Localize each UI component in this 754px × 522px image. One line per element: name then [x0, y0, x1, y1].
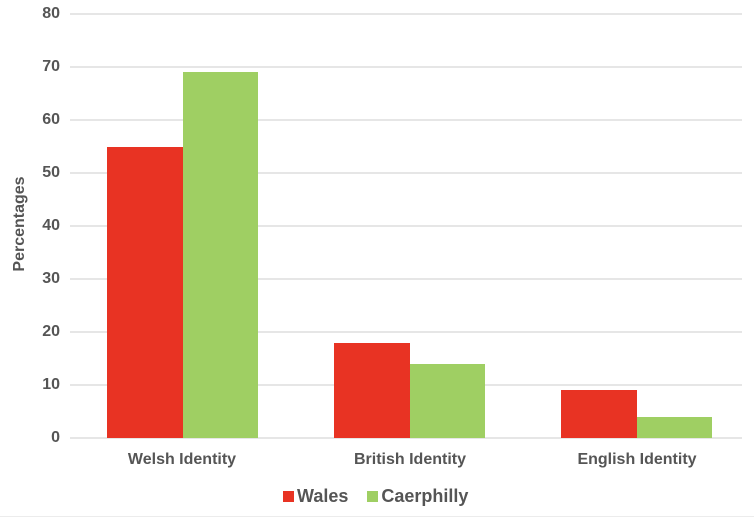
gridline	[70, 437, 742, 439]
legend-label-caerphilly: Caerphilly	[381, 485, 469, 506]
bar-caerphilly-2[interactable]	[636, 416, 712, 438]
gridline	[70, 172, 742, 174]
y-tick-label: 80	[42, 5, 60, 22]
bar-caerphilly-1[interactable]	[409, 363, 485, 438]
gridline	[70, 278, 742, 280]
y-tick-label: 70	[42, 58, 60, 75]
y-tick-label: 10	[42, 376, 60, 393]
legend: Wales Caerphilly	[283, 486, 487, 506]
gridline	[70, 13, 742, 15]
category-label-welsh: Welsh Identity	[127, 451, 237, 468]
y-axis-label: Percentages	[11, 176, 28, 272]
category-label-english: English Identity	[577, 451, 697, 468]
legend-item-caerphilly[interactable]: Caerphilly	[367, 486, 468, 507]
bar-caerphilly-0[interactable]	[182, 72, 258, 438]
gridline	[70, 331, 742, 333]
bar-wales-0[interactable]	[107, 146, 183, 438]
category-label-british: British Identity	[353, 451, 466, 468]
y-tick-label: 30	[42, 270, 60, 287]
bar-wales-1[interactable]	[334, 342, 410, 438]
y-tick-label: 60	[42, 111, 60, 128]
legend-label-wales: Wales	[297, 485, 349, 506]
y-tick-label: 20	[42, 323, 60, 340]
y-tick-label: 40	[42, 217, 60, 234]
legend-swatch-wales	[283, 490, 294, 502]
bottom-divider	[0, 516, 754, 517]
legend-swatch-caerphilly	[367, 490, 379, 502]
y-tick-label: 50	[42, 164, 60, 181]
gridline	[70, 119, 742, 121]
bar-wales-2[interactable]	[561, 390, 637, 438]
gridline	[70, 66, 742, 68]
legend-item-wales[interactable]: Wales	[283, 486, 348, 507]
gridline	[70, 225, 742, 227]
y-tick-label: 0	[51, 429, 60, 446]
